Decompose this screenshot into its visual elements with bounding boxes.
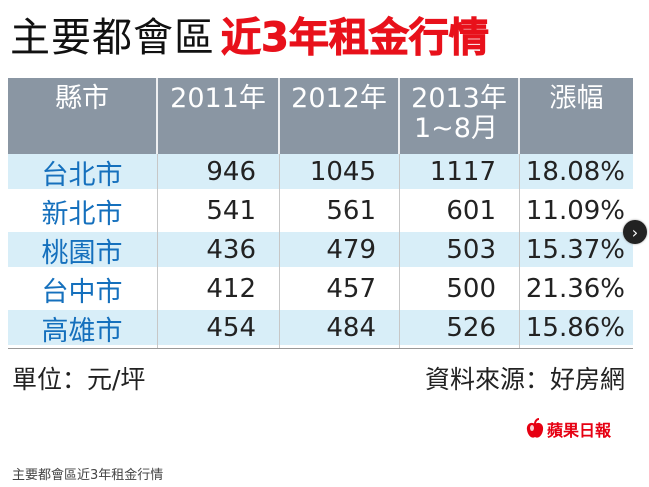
city-cell: 高雄市: [41, 315, 123, 347]
column-divider: [399, 154, 400, 348]
value-2012-cell: 1045: [309, 157, 376, 187]
value-2013-cell: 601: [446, 196, 496, 226]
table-row: 新北市 541 561 601 11.09%: [8, 193, 633, 230]
chevron-right-icon[interactable]: ›: [623, 220, 647, 244]
value-2013-cell: 500: [446, 274, 496, 304]
column-divider: [279, 154, 280, 348]
apple-icon: [525, 418, 545, 440]
header-2011: 2011年: [158, 78, 278, 154]
table-header: 縣市 2011年 2012年 2013年 1~8月 漲幅: [8, 78, 633, 154]
table-row: 台中市 412 457 500 21.36%: [8, 271, 633, 308]
value-2012-cell: 561: [326, 196, 376, 226]
value-2013-cell: 526: [446, 313, 496, 343]
value-2012-cell: 484: [326, 313, 376, 343]
header-2012: 2012年: [280, 78, 398, 154]
table-row: 台北市 946 1045 1117 18.08%: [8, 154, 633, 191]
value-2011-cell: 412: [206, 274, 256, 304]
value-2013-cell: 503: [446, 235, 496, 265]
column-divider: [157, 154, 158, 348]
title-highlight: 近3年租金行情: [221, 15, 490, 62]
next-arrow-glyph: ›: [631, 222, 639, 242]
city-cell: 新北市: [41, 198, 123, 230]
column-divider: [519, 154, 520, 348]
page-title: 主要都會區 近3年租金行情: [10, 6, 489, 62]
header-2012-label: 2012年: [291, 83, 387, 114]
header-2013-sublabel: 1~8月: [414, 113, 498, 144]
value-2011-cell: 436: [206, 235, 256, 265]
value-2012-cell: 457: [326, 274, 376, 304]
table-bottom-rule: [8, 348, 633, 349]
city-cell: 桃園市: [41, 237, 123, 269]
value-2012-cell: 479: [326, 235, 376, 265]
unit-note: 單位：元/坪: [12, 365, 146, 394]
rise-cell: 21.36%: [525, 274, 625, 304]
newspaper-logo-text: 蘋果日報: [547, 421, 612, 440]
source-note: 資料來源：好房網: [424, 365, 625, 394]
header-2013: 2013年 1~8月: [400, 78, 518, 154]
rise-cell: 11.09%: [525, 196, 625, 226]
header-rise: 漲幅: [520, 78, 633, 154]
rise-cell: 15.86%: [525, 313, 625, 343]
city-cell: 台中市: [41, 276, 123, 308]
table-row: 高雄市 454 484 526 15.86%: [8, 310, 633, 347]
value-2011-cell: 454: [206, 313, 256, 343]
title-main: 主要都會區: [10, 15, 215, 61]
header-2011-label: 2011年: [170, 83, 266, 114]
rise-cell: 18.08%: [525, 157, 625, 187]
value-2011-cell: 946: [206, 157, 256, 187]
header-rise-label: 漲幅: [549, 83, 604, 114]
rise-cell: 15.37%: [525, 235, 625, 265]
image-caption: 主要都會區近3年租金行情: [12, 468, 164, 483]
table-row: 桃園市 436 479 503 15.37%: [8, 232, 633, 269]
value-2013-cell: 1117: [429, 157, 496, 187]
newspaper-logo: 蘋果日報: [525, 416, 611, 442]
header-county-label: 縣市: [55, 83, 109, 114]
value-2011-cell: 541: [206, 196, 256, 226]
city-cell: 台北市: [41, 159, 123, 191]
header-2013-label: 2013年: [411, 83, 507, 114]
header-county: 縣市: [8, 78, 156, 154]
